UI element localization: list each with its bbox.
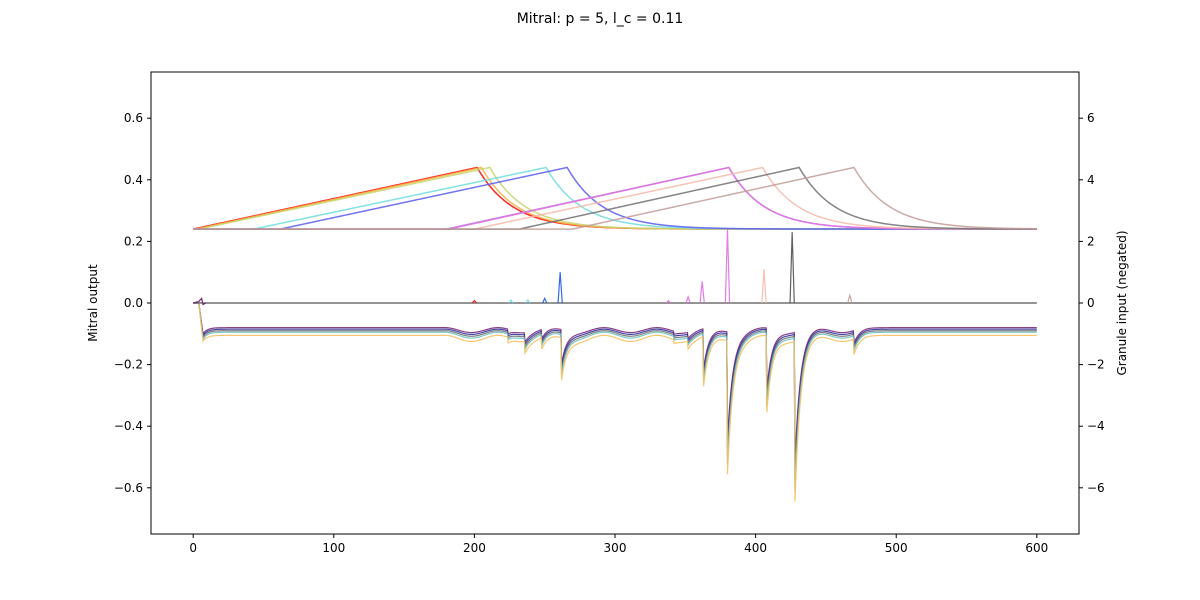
mitral-spike-2 xyxy=(542,296,548,304)
mitral-trace-3 xyxy=(193,302,1037,482)
mitral-spike-8 xyxy=(847,293,853,304)
y-right-tick-label: 6 xyxy=(1087,111,1095,125)
y-right-tick-label: 2 xyxy=(1087,234,1095,248)
y-tick-label: 0.6 xyxy=(124,111,143,125)
y-axis-right: −6 −4 −2 0 2 4 6 xyxy=(1079,111,1105,495)
y-axis-label-right: Granule input (negated) xyxy=(1115,230,1129,375)
mitral-spike-5 xyxy=(685,294,691,304)
x-axis: 0 100 200 300 400 500 600 xyxy=(189,534,1048,555)
mitral-spike-9 xyxy=(471,299,477,304)
mitral-spike-11 xyxy=(525,298,531,304)
granule-trace-10 xyxy=(193,166,1037,230)
mitral-spike-1 xyxy=(557,272,563,304)
series-layer xyxy=(193,166,1037,502)
y-tick-label: −0.6 xyxy=(114,481,143,495)
mitral-trace-1 xyxy=(193,302,1037,462)
x-tick-label: 300 xyxy=(604,541,627,555)
chart-title: Mitral: p = 5, l_c = 0.11 xyxy=(517,11,684,27)
mitral-spike-3 xyxy=(724,229,731,304)
y-tick-label: 0.4 xyxy=(124,173,143,187)
x-tick-label: 500 xyxy=(885,541,908,555)
mitral-trace-4 xyxy=(193,302,1037,491)
y-right-tick-label: −2 xyxy=(1087,358,1105,372)
mitral-spike-4 xyxy=(699,281,705,304)
y-tick-label: −0.2 xyxy=(114,358,143,372)
mitral-trace-5 xyxy=(193,302,1037,502)
mitral-spike-7 xyxy=(789,232,795,304)
y-axis-left: −0.6 −0.4 −0.2 0.0 0.2 0.4 0.6 xyxy=(114,111,151,495)
y-right-tick-label: −4 xyxy=(1087,419,1105,433)
x-tick-label: 0 xyxy=(189,541,197,555)
onset-wiggle xyxy=(193,297,207,306)
mitral-spike-10 xyxy=(508,298,514,304)
y-right-tick-label: 0 xyxy=(1087,296,1095,310)
y-tick-label: 0.2 xyxy=(124,234,143,248)
x-tick-label: 200 xyxy=(463,541,486,555)
y-tick-label: −0.4 xyxy=(114,419,143,433)
y-right-tick-label: 4 xyxy=(1087,173,1095,187)
x-tick-label: 100 xyxy=(322,541,345,555)
y-axis-label-left: Mitral output xyxy=(86,264,100,342)
mitral-spike-6 xyxy=(761,269,767,304)
mitral-spike-12 xyxy=(665,299,671,304)
x-tick-label: 600 xyxy=(1025,541,1048,555)
y-right-tick-label: −6 xyxy=(1087,481,1105,495)
mitral-trace-2 xyxy=(193,302,1037,472)
x-tick-label: 400 xyxy=(744,541,767,555)
y-tick-label: 0.0 xyxy=(124,296,143,310)
